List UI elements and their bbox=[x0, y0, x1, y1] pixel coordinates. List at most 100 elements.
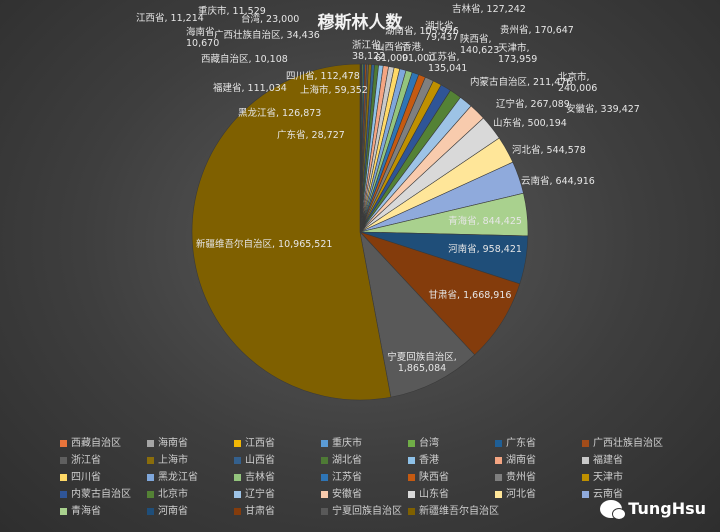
legend-label: 吉林省 bbox=[245, 472, 275, 483]
data-label: 江苏省, 135,041 bbox=[428, 51, 467, 74]
data-label: 香港, 91,000 bbox=[402, 41, 435, 64]
data-label: 内蒙古自治区, 211,476 bbox=[470, 76, 572, 88]
legend-label: 上海市 bbox=[158, 455, 188, 466]
data-label: 山西省, 61,000 bbox=[375, 41, 408, 64]
legend-item: 河北省 bbox=[495, 489, 536, 501]
legend-label: 河南省 bbox=[158, 506, 188, 517]
data-label: 安徽省, 339,427 bbox=[566, 103, 640, 115]
legend-item: 福建省 bbox=[582, 455, 623, 467]
legend-swatch bbox=[60, 490, 67, 498]
legend-label: 广西壮族自治区 bbox=[593, 438, 663, 449]
legend-swatch bbox=[495, 473, 502, 481]
legend-swatch bbox=[234, 490, 241, 498]
legend-label: 安徽省 bbox=[332, 489, 362, 500]
legend-swatch bbox=[321, 490, 328, 498]
legend-item: 青海省 bbox=[60, 506, 101, 518]
legend-item: 上海市 bbox=[147, 455, 188, 467]
legend-item: 广东省 bbox=[495, 438, 536, 450]
pie-slice bbox=[191, 63, 392, 401]
legend-label: 江西省 bbox=[245, 438, 275, 449]
legend-label: 湖北省 bbox=[332, 455, 362, 466]
data-label: 广东省, 28,727 bbox=[277, 129, 345, 141]
pie-slice bbox=[359, 231, 476, 398]
legend-label: 河北省 bbox=[506, 489, 536, 500]
legend-label: 台湾 bbox=[419, 438, 439, 449]
legend-item: 河南省 bbox=[147, 506, 188, 518]
legend-item: 新疆维吾尔自治区 bbox=[408, 506, 499, 518]
watermark-text: TungHsu bbox=[628, 499, 706, 518]
data-label: 宁夏回族自治区, 1,865,084 bbox=[387, 351, 457, 374]
legend-item: 四川省 bbox=[60, 472, 101, 484]
data-label: 湖南省, 105,926 bbox=[385, 25, 459, 37]
legend-swatch bbox=[60, 473, 67, 481]
data-label: 辽宁省, 267,089 bbox=[496, 98, 570, 110]
legend-item: 江苏省 bbox=[321, 472, 362, 484]
legend-item: 山东省 bbox=[408, 489, 449, 501]
legend-swatch bbox=[147, 456, 154, 464]
legend-item: 安徽省 bbox=[321, 489, 362, 501]
legend-swatch bbox=[321, 439, 328, 447]
legend-swatch bbox=[60, 456, 67, 464]
legend-swatch bbox=[234, 439, 241, 447]
data-label: 山东省, 500,194 bbox=[493, 117, 567, 129]
legend-label: 重庆市 bbox=[332, 438, 362, 449]
legend-swatch bbox=[582, 439, 589, 447]
legend-item: 宁夏回族自治区 bbox=[321, 506, 402, 518]
legend-item: 黑龙江省 bbox=[147, 472, 198, 484]
data-label: 湖北省, 79,437 bbox=[425, 20, 458, 43]
legend-item: 天津市 bbox=[582, 472, 623, 484]
legend-swatch bbox=[321, 473, 328, 481]
legend-item: 山西省 bbox=[234, 455, 275, 467]
legend-label: 甘肃省 bbox=[245, 506, 275, 517]
data-label: 青海省, 844,425 bbox=[448, 215, 522, 227]
legend-swatch bbox=[234, 473, 241, 481]
legend-item: 湖南省 bbox=[495, 455, 536, 467]
legend-item: 江西省 bbox=[234, 438, 275, 450]
legend-label: 山东省 bbox=[419, 489, 449, 500]
data-label: 黑龙江省, 126,873 bbox=[238, 107, 321, 119]
legend-label: 新疆维吾尔自治区 bbox=[419, 506, 499, 517]
data-label: 西藏自治区, 10,108 bbox=[201, 53, 288, 65]
legend-swatch bbox=[321, 456, 328, 464]
legend-item: 湖北省 bbox=[321, 455, 362, 467]
legend-swatch bbox=[495, 439, 502, 447]
data-label: 广西壮族自治区, 34,436 bbox=[214, 29, 320, 41]
legend-label: 北京市 bbox=[158, 489, 188, 500]
legend-label: 陕西省 bbox=[419, 472, 449, 483]
data-label: 陕西省, 140,623 bbox=[460, 33, 499, 56]
data-label: 台湾, 23,000 bbox=[241, 13, 299, 25]
legend-item: 浙江省 bbox=[60, 455, 101, 467]
legend-swatch bbox=[60, 507, 67, 515]
legend-swatch bbox=[582, 473, 589, 481]
legend-swatch bbox=[147, 507, 154, 515]
legend-swatch bbox=[582, 456, 589, 464]
legend-item: 香港 bbox=[408, 455, 439, 467]
data-label: 海南省, 10,670 bbox=[186, 26, 219, 49]
legend-item: 贵州省 bbox=[495, 472, 536, 484]
legend-item: 云南省 bbox=[582, 489, 623, 501]
legend-swatch bbox=[321, 507, 328, 515]
wechat-icon bbox=[600, 499, 627, 520]
legend-label: 湖南省 bbox=[506, 455, 536, 466]
legend-label: 宁夏回族自治区 bbox=[332, 506, 402, 517]
legend-label: 四川省 bbox=[71, 472, 101, 483]
legend-swatch bbox=[147, 490, 154, 498]
watermark: TungHsu bbox=[600, 499, 706, 520]
data-label: 江西省, 11,214 bbox=[136, 12, 204, 24]
data-label: 北京市, 240,006 bbox=[558, 71, 597, 94]
legend-label: 西藏自治区 bbox=[71, 438, 121, 449]
legend-swatch bbox=[495, 456, 502, 464]
data-label: 上海市, 59,352 bbox=[300, 84, 368, 96]
data-label: 吉林省, 127,242 bbox=[452, 3, 526, 15]
legend-swatch bbox=[234, 507, 241, 515]
legend-item: 重庆市 bbox=[321, 438, 362, 450]
legend-swatch bbox=[582, 490, 589, 498]
legend-label: 贵州省 bbox=[506, 472, 536, 483]
data-label: 新疆维吾尔自治区, 10,965,521 bbox=[196, 238, 332, 250]
legend-label: 黑龙江省 bbox=[158, 472, 198, 483]
legend-swatch bbox=[234, 456, 241, 464]
legend-swatch bbox=[408, 490, 415, 498]
data-label: 云南省, 644,916 bbox=[521, 175, 595, 187]
legend-label: 香港 bbox=[419, 455, 439, 466]
legend-label: 天津市 bbox=[593, 472, 623, 483]
